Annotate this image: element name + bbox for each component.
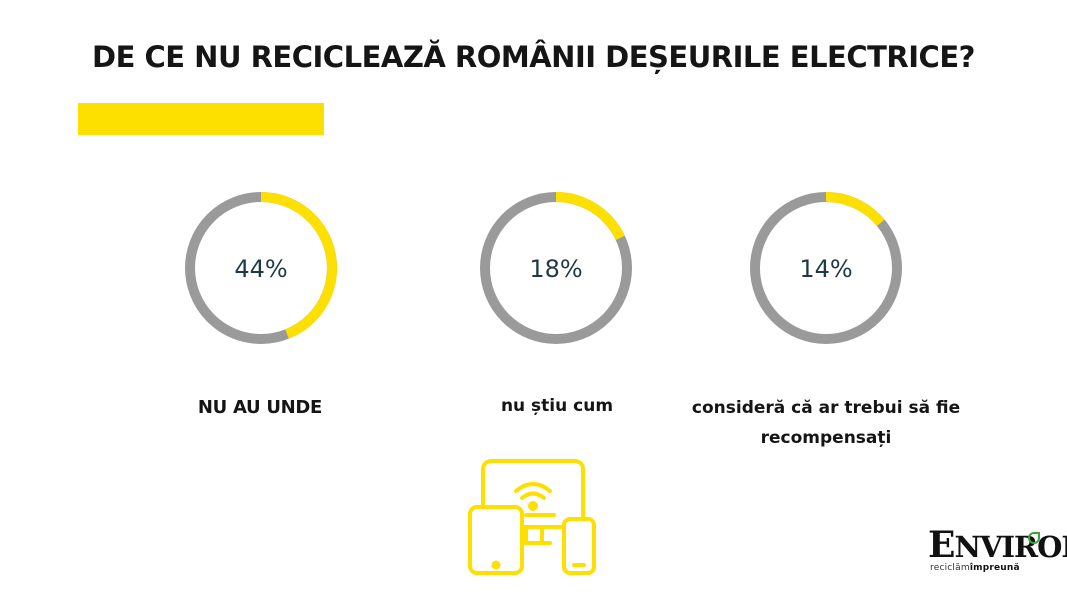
donut-arc-nu-au-unde xyxy=(185,192,337,344)
donut-arc-recompensati xyxy=(750,192,902,344)
donut-value-nu-stiu-cum: 18% xyxy=(529,255,582,283)
donut-value-nu-au-unde: 44% xyxy=(234,255,287,283)
label-recompensati-line2: recompensați xyxy=(760,428,892,448)
leaf-icon xyxy=(1028,532,1040,544)
label-nu-stiu-cum: nu știu cum xyxy=(457,391,657,421)
accent-bar xyxy=(78,103,324,135)
donut-arc-nu-stiu-cum xyxy=(480,192,632,344)
label-nu-au-unde-text: NU AU UNDE xyxy=(197,397,323,418)
donut-value-recompensati: 14% xyxy=(799,255,852,283)
environ-logo: ENVIRON reciclămîmpreună xyxy=(928,527,1067,582)
logo-wordmark: ENVIRON xyxy=(928,524,1067,566)
label-recompensati: consideră că ar trebui să fie recompensa… xyxy=(670,393,982,453)
label-nu-au-unde: NU AU UNDE xyxy=(160,393,360,423)
label-recompensati-line1: consideră că ar trebui să fie xyxy=(691,398,961,418)
logo-tagline: reciclămîmpreună xyxy=(930,563,1020,573)
label-nu-stiu-cum-text: nu știu cum xyxy=(500,396,614,416)
page-title: DE CE NU RECICLEAZĂ ROMÂNII DEȘEURILE EL… xyxy=(92,40,975,74)
electronic-devices-icon xyxy=(468,459,596,575)
